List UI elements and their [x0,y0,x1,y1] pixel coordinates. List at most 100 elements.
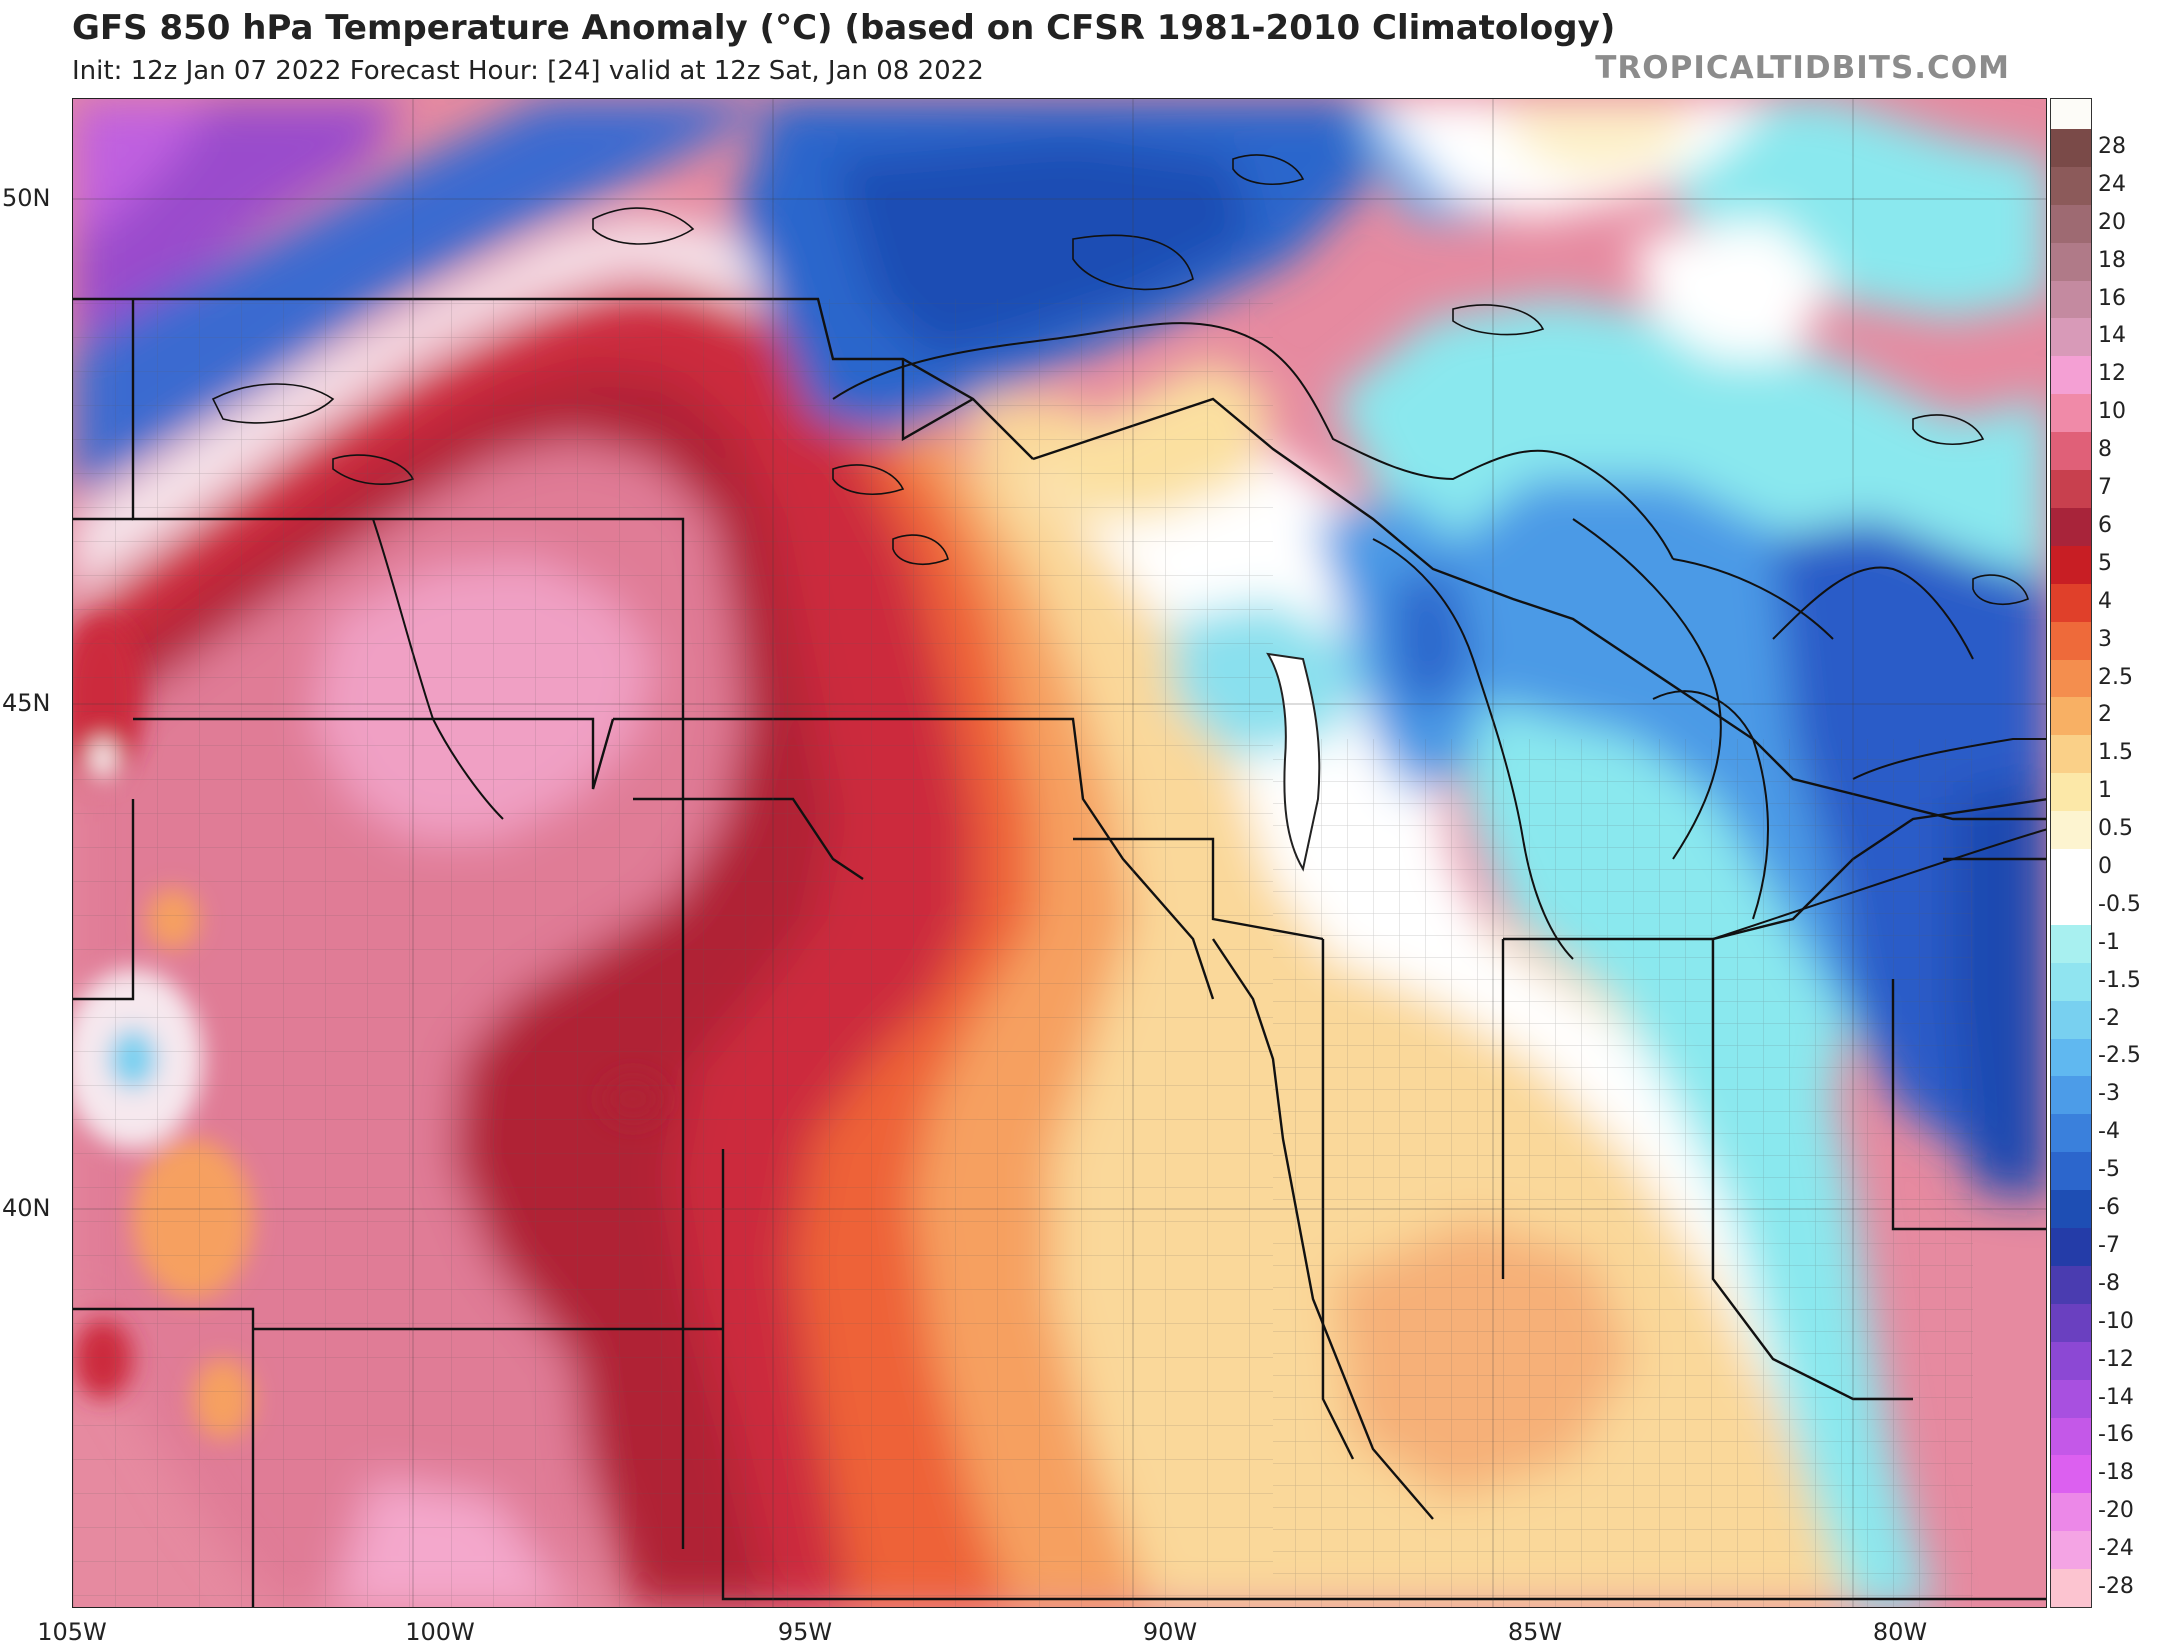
colorbar-segment [2051,318,2091,357]
colorbar-segment [2051,1076,2091,1115]
colorbar-label: 0.5 [2098,816,2133,842]
lake-superior-shore [832,322,1674,560]
lat-label-50n: 50N [2,184,51,212]
illinois-wisconsin-line [1073,837,1324,941]
colorbar-label: 7 [2098,475,2112,501]
anomaly-map-svg [73,99,2046,1607]
colorbar-segment [2051,735,2091,774]
colorbar-label: 3 [2098,626,2112,652]
lake-michigan-east-shore [1372,538,1574,960]
colorbar-label: 18 [2098,247,2126,273]
state-boundaries [73,297,2046,1607]
colorbar-segment [2051,1303,2091,1343]
colorbar-segment [2051,1265,2091,1305]
colorbar-segment [2051,432,2091,471]
lon-label-80w: 80W [1872,1618,1928,1646]
colorbar-label: 24 [2098,171,2126,197]
colorbar-segment [2051,394,2091,433]
colorbar-segment [2051,1190,2091,1229]
colorbar-segment [2051,811,2091,850]
colorbar-label: -2 [2098,1005,2120,1031]
colorbar-segment [2051,886,2091,926]
colorbar-segment [2051,621,2091,661]
colorbar-label: 4 [2098,588,2112,614]
colorbar-label: 14 [2098,323,2126,349]
colorbar-segment [2051,166,2091,206]
colorbar-segment [2051,204,2091,244]
colorbar-label: -14 [2098,1384,2134,1410]
colorbar-label: -4 [2098,1119,2120,1145]
brand-watermark: TROPICALTIDBITS.COM [1595,50,2010,86]
colorbar-label: -12 [2098,1346,2134,1372]
colorbar-segment [2051,924,2091,964]
lake-ontario-shore [1852,738,2046,780]
colorbar-segment [2051,1000,2091,1040]
southern-line [721,1149,2046,1601]
colorbar-segment [2051,280,2091,319]
colorbar-label: 1.5 [2098,740,2133,766]
colorbar-label: -8 [2098,1270,2120,1296]
county-grid-west [73,299,1273,1607]
lon-label-100w: 100W [405,1618,475,1646]
lon-label-95w: 95W [777,1618,833,1646]
colorbar-segment [2051,470,2091,509]
michigan-thumb [1652,690,1769,920]
colorbar-label: -6 [2098,1195,2120,1221]
colorbar-label: -2.5 [2098,1043,2141,1069]
colorbar-segment [2051,1379,2091,1418]
colorbar-segment [2051,1228,2091,1267]
colorbar-label: -7 [2098,1232,2120,1258]
colorbar-label: -0.5 [2098,891,2141,917]
lon-label-85w: 85W [1507,1618,1563,1646]
colorbar-label: 2 [2098,702,2112,728]
colorbar-segment [2051,1455,2091,1494]
map-title: GFS 850 hPa Temperature Anomaly (°C) (ba… [72,8,1616,48]
colorbar-label: -28 [2098,1574,2134,1600]
colorbar-label: -24 [2098,1536,2134,1562]
colorbar-segment [2051,507,2091,547]
lat-label-45n: 45N [2,689,51,717]
colorbar-segment [2051,773,2091,812]
colorbar-label: -1 [2098,929,2120,955]
colorbar-label: -20 [2098,1498,2134,1524]
colorbar-label: -16 [2098,1422,2134,1448]
colorbar-label: 2.5 [2098,664,2133,690]
colorbar-segment [2051,1152,2091,1191]
northern-lakes [211,154,2029,605]
colorbar-segment [2051,659,2091,698]
colorbar-segment [2051,1531,2091,1570]
lake-erie-shore [1712,828,2046,940]
lon-label-90w: 90W [1142,1618,1198,1646]
lake-outlines [372,322,2046,960]
lake-michigan [1266,652,1321,872]
colorbar-label: 1 [2098,778,2112,804]
colorbar-segment [2051,583,2091,623]
anomaly-map [72,98,2047,1608]
colorbar-segment [2051,356,2091,395]
colorbar-label: -10 [2098,1308,2134,1334]
colorbar-label: 12 [2098,361,2126,387]
colorbar-label: 6 [2098,512,2112,538]
colorbar-segment [2051,242,2091,282]
colorbar-label: 16 [2098,285,2126,311]
colorbar-label: 28 [2098,133,2126,159]
lake-huron-shore [1572,518,1722,860]
colorbar-segment [2051,1417,2091,1456]
colorbar-segment [2051,1341,2091,1381]
colorbar-segment [2051,849,2091,888]
great-lakes-border [1032,397,2046,821]
colorbar-label: 0 [2098,854,2112,879]
colorbar-segment [2051,1038,2091,1077]
iowa-minnesota-wisconsin [613,717,1215,1000]
colorbar-label: 10 [2098,399,2126,425]
colorbar [2050,98,2092,1608]
colorbar-label: -5 [2098,1157,2120,1183]
colorbar-segment [2051,962,2091,1002]
us-canada-border [73,297,1034,460]
colorbar-label: -1.5 [2098,967,2141,993]
colorbar-label: 20 [2098,209,2126,235]
colorbar-segment [2051,129,2091,168]
colorbar-label: -18 [2098,1460,2134,1486]
colorbar-label: -3 [2098,1081,2120,1107]
colorbar-label: 8 [2098,437,2112,463]
